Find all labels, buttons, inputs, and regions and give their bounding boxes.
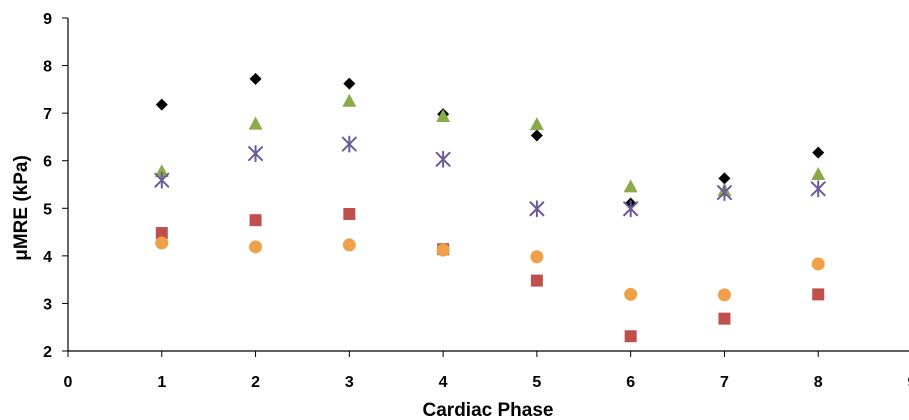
triangle-point (342, 93, 357, 107)
square-point (155, 227, 168, 240)
y-tick-label: 3 (43, 296, 52, 313)
series-asterisk (154, 135, 826, 218)
y-tick-label: 8 (43, 59, 52, 76)
asterisk-point (154, 171, 170, 189)
asterisk-point (716, 184, 732, 202)
y-tick-label: 6 (43, 154, 52, 171)
y-axis-title: μMRE (kPa) (11, 155, 32, 261)
x-tick-label: 2 (251, 374, 260, 391)
x-tick-label: 6 (626, 374, 635, 391)
square-point (624, 330, 637, 343)
axes (67, 18, 909, 352)
circle-point (624, 287, 638, 301)
ticks: 2 3 4 5 6 7 8 9 0 1 2 3 4 5 6 7 8 9 (43, 11, 909, 391)
diamond-point (812, 146, 825, 159)
circle-point (717, 288, 731, 302)
triangle-point (436, 108, 451, 122)
x-tick-label: 5 (532, 374, 541, 391)
x-tick-label: 3 (345, 374, 354, 391)
asterisk-point (341, 135, 357, 153)
diamond-point (530, 129, 543, 142)
series-circle (155, 236, 825, 302)
circle-point (530, 250, 544, 264)
circle-point (436, 243, 450, 257)
triangle-point (248, 116, 263, 130)
y-tick-label: 2 (43, 344, 52, 361)
y-tick-label: 7 (43, 106, 52, 123)
y-tick-label: 5 (43, 201, 52, 218)
triangle-point (811, 167, 826, 181)
data-marks (154, 72, 826, 343)
x-tick-label: 1 (157, 374, 166, 391)
diamond-point (718, 172, 731, 185)
asterisk-point (810, 180, 826, 198)
circle-point (811, 257, 825, 271)
x-tick-label: 9 (908, 374, 909, 391)
x-tick-label: 8 (814, 374, 823, 391)
circle-point (342, 238, 356, 252)
square-point (812, 288, 825, 301)
y-tick-label: 9 (43, 11, 52, 28)
circle-point (249, 240, 263, 254)
square-point (249, 214, 262, 227)
x-tick-label: 7 (720, 374, 729, 391)
x-tick-label: 0 (64, 374, 73, 391)
x-tick-label: 4 (439, 374, 448, 391)
circle-point (155, 236, 169, 250)
x-axis-title: Cardiac Phase (423, 400, 554, 420)
asterisk-point (248, 145, 264, 163)
triangle-point (623, 179, 638, 193)
series-square (155, 207, 825, 343)
diamond-point (343, 77, 356, 90)
square-point (718, 312, 731, 325)
diamond-point (249, 72, 262, 85)
triangle-point (529, 117, 544, 131)
square-point (343, 207, 356, 220)
triangle-point (154, 164, 169, 178)
square-point (530, 274, 543, 287)
asterisk-point (529, 200, 545, 218)
y-tick-label: 4 (43, 249, 52, 266)
asterisk-point (435, 150, 451, 168)
asterisk-point (623, 200, 639, 218)
diamond-point (155, 98, 168, 111)
